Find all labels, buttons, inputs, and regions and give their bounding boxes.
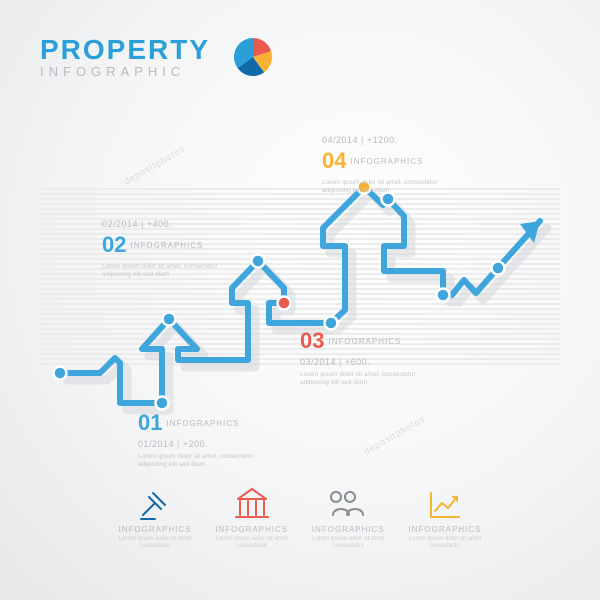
growth-icon-block: INFOGRAPHICS Lorem ipsum dolor sit amet …: [405, 485, 485, 550]
footer-lorem: Lorem ipsum dolor sit amet consectetur: [212, 536, 292, 550]
footer-label: INFOGRAPHICS: [405, 525, 485, 534]
growth-icon: [427, 485, 463, 521]
bank-icon-block: INFOGRAPHICS Lorem ipsum dolor sit amet …: [212, 485, 292, 550]
callout-date: 03/2014 | +600.: [300, 356, 420, 368]
footer-lorem: Lorem ipsum dolor sit amet consectetur: [115, 536, 195, 550]
footer-lorem: Lorem ipsum dolor sit amet consectetur: [308, 536, 388, 550]
footer-label: INFOGRAPHICS: [115, 525, 195, 534]
footer-icons-row: INFOGRAPHICS Lorem ipsum dolor sit amet …: [115, 485, 485, 550]
footer-label: INFOGRAPHICS: [212, 525, 292, 534]
callout-number: 04: [322, 148, 346, 173]
callout-date: 01/2014 | +200.: [138, 438, 258, 450]
callout-date: 02/2014 | +400.: [102, 218, 222, 230]
callout-date: 04/2014 | +1200.: [322, 134, 442, 146]
footer-label: INFOGRAPHICS: [308, 525, 388, 534]
people-icon: [330, 485, 366, 521]
callout-01: 01 INFOGRAPHICS 01/2014 | +200. Lorem ipsum…: [138, 408, 258, 469]
people-icon-block: INFOGRAPHICS Lorem ipsum dolor sit amet …: [308, 485, 388, 550]
callout-number: 02: [102, 232, 126, 257]
callout-lorem: Lorem ipsum dolor sit amet, consectetur …: [102, 263, 222, 279]
chart-node: [278, 297, 291, 310]
chart-node: [252, 255, 265, 268]
chart-node: [54, 367, 67, 380]
chart-node: [437, 289, 450, 302]
callout-lorem: Lorem ipsum dolor sit amet, consectetur …: [300, 371, 420, 387]
callout-04: 04/2014 | +1200. 04 INFOGRAPHICS Lorem ipsu…: [322, 134, 442, 195]
callout-02: 02/2014 | +400. 02 INFOGRAPHICS Lorem ipsum…: [102, 218, 222, 279]
chart-node: [163, 313, 176, 326]
bank-icon: [234, 485, 270, 521]
callout-infog: INFOGRAPHICS: [350, 157, 423, 166]
callout-number: 03: [300, 328, 324, 353]
callout-infog: INFOGRAPHICS: [328, 337, 401, 346]
callout-03: 03 INFOGRAPHICS 03/2014 | +600. Lorem ipsum…: [300, 326, 420, 387]
callout-infog: INFOGRAPHICS: [130, 241, 203, 250]
footer-lorem: Lorem ipsum dolor sit amet consectetur: [405, 536, 485, 550]
callout-lorem: Lorem ipsum dolor sit amet, consectetur …: [322, 179, 442, 195]
callout-lorem: Lorem ipsum dolor sit amet, consectetur …: [138, 453, 258, 469]
callout-number: 01: [138, 410, 162, 435]
chart-node: [492, 262, 505, 275]
gavel-icon-block: INFOGRAPHICS Lorem ipsum dolor sit amet …: [115, 485, 195, 550]
gavel-icon: [137, 485, 173, 521]
callout-infog: INFOGRAPHICS: [166, 419, 239, 428]
